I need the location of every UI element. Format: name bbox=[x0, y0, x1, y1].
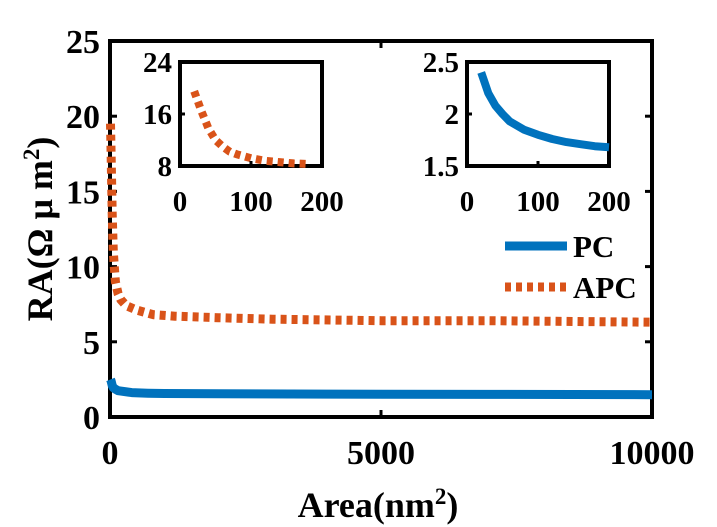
inset-y-tick-label: 24 bbox=[143, 47, 172, 79]
inset-apc: 0 100 200 8 16 24 bbox=[143, 47, 344, 218]
series-line-apc bbox=[106, 123, 653, 327]
inset-y-tick-label: 2 bbox=[445, 99, 460, 131]
y-tick-label: 0 bbox=[83, 400, 100, 437]
inset-x-tick-label: 200 bbox=[587, 186, 631, 218]
y-axis-label-main: RA(Ω μ m bbox=[20, 160, 60, 321]
y-axis-label-sup: 2 bbox=[19, 149, 44, 161]
y-tick-label: 10 bbox=[66, 250, 100, 287]
inset-y-tick-label: 16 bbox=[143, 99, 172, 131]
x-axis-label: Area(nm2) bbox=[298, 484, 459, 525]
x-axis-label-sup: 2 bbox=[435, 484, 447, 509]
y-axis-label-end: ) bbox=[20, 137, 60, 149]
x-tick-label: 5000 bbox=[347, 435, 415, 472]
x-tick-label: 0 bbox=[102, 435, 119, 472]
x-tick-label: 10000 bbox=[610, 435, 695, 472]
y-tick-label: 25 bbox=[66, 24, 100, 61]
x-axis-label-main: Area(nm bbox=[298, 485, 435, 525]
y-tick-label: 20 bbox=[66, 99, 100, 136]
inset-pc-box bbox=[465, 60, 611, 168]
inset-x-tick-label: 0 bbox=[173, 186, 188, 218]
legend-pc-label: PC bbox=[573, 229, 614, 264]
inset-x-tick-label: 100 bbox=[516, 186, 560, 218]
series-line-pc bbox=[106, 376, 653, 400]
y-tick-label: 15 bbox=[66, 174, 100, 211]
inset-x-tick-label: 100 bbox=[229, 186, 273, 218]
inset-x-tick-label: 0 bbox=[460, 186, 475, 218]
y-axis-label: RA(Ω μ m2) bbox=[19, 137, 60, 322]
legend-apc-label: APC bbox=[573, 270, 637, 305]
inset-y-tick-label: 8 bbox=[158, 151, 173, 183]
inset-series-line-apc bbox=[190, 89, 308, 168]
legend: PC APC bbox=[505, 229, 637, 305]
inset-series-line-pc bbox=[477, 71, 610, 152]
x-axis-label-end: ) bbox=[446, 485, 458, 525]
inset-y-tick-label: 1.5 bbox=[423, 151, 459, 183]
y-tick-label: 5 bbox=[83, 325, 100, 362]
inset-x-tick-label: 200 bbox=[300, 186, 344, 218]
inset-y-tick-label: 2.5 bbox=[423, 47, 459, 79]
main-plot-area bbox=[106, 123, 653, 400]
inset-pc: 0 100 200 1.5 2 2.5 bbox=[423, 47, 631, 218]
